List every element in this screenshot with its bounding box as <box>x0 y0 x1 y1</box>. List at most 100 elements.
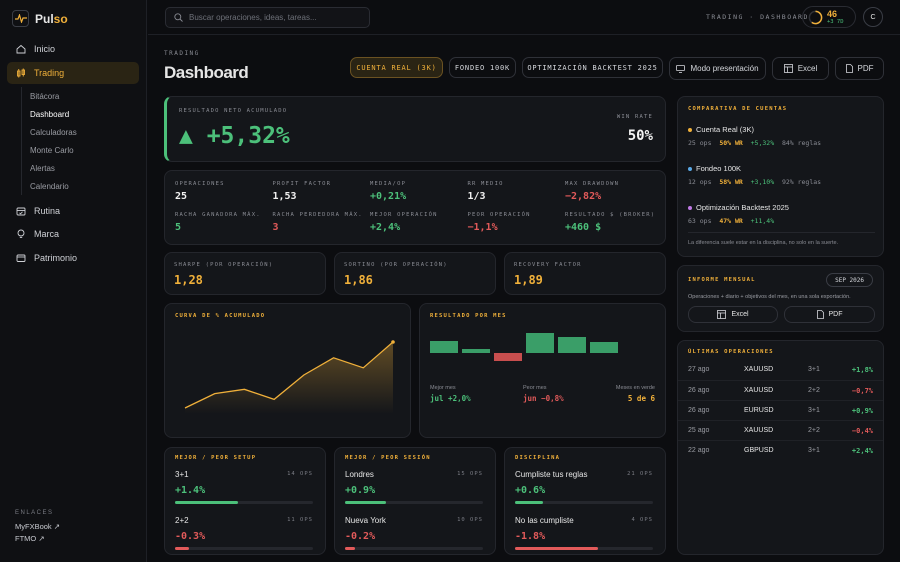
worst-row: Nueva York 10 OPS -0.2% <box>345 516 483 550</box>
monitor-icon <box>676 64 686 73</box>
account-winrate: 50% WR <box>719 139 743 147</box>
month-bar <box>558 337 586 353</box>
op-pair: XAUUSD <box>744 427 774 434</box>
tab-optimizacion[interactable]: OPTIMIZACIÓN BACKTEST 2025 <box>522 57 663 78</box>
stat-item: RACHA PERDEDORA MÁX. 3 <box>273 212 368 233</box>
recovery-value: 1,89 <box>514 273 543 287</box>
nav-rutina[interactable]: Rutina <box>7 200 139 222</box>
operation-row[interactable]: 22 ago GBPUSD 3+1 +2,4% <box>678 440 883 460</box>
stat-item: MEDIA/OP +0,21% <box>370 181 465 202</box>
op-result: −0,7% <box>851 387 873 395</box>
account-rules: 92% reglas <box>781 178 822 186</box>
table-icon <box>717 310 727 319</box>
stat-item: MAX DRAWDOWN −2,82% <box>565 181 660 202</box>
best-row: Cumpliste tus reglas 21 OPS +0.6% <box>515 470 653 504</box>
best-bar <box>345 501 483 504</box>
subnav-monte-carlo[interactable]: Monte Carlo <box>30 145 74 155</box>
page-kicker: TRADING <box>164 50 200 57</box>
search-input[interactable]: Buscar operaciones, ideas, tareas... <box>165 7 370 28</box>
operation-row[interactable]: 27 ago XAUUSD 3+1 +1,8% <box>678 360 883 380</box>
streak-value: 46 <box>827 8 838 19</box>
stat-label: RACHA PERDEDORA MÁX. <box>272 212 363 218</box>
nav-inicio[interactable]: Inicio <box>7 38 139 60</box>
pdf-button[interactable]: PDF <box>835 57 884 80</box>
nav-trading[interactable]: Trading <box>7 62 139 84</box>
tab-fondeo[interactable]: FONDEO 100K <box>449 57 516 78</box>
sidebar: Pulso Inicio Trading Bitácora Dashboard … <box>0 0 147 562</box>
sortino-value: 1,86 <box>344 273 373 287</box>
discipline-card: DISCIPLINA Cumpliste tus reglas 21 OPS +… <box>504 447 666 555</box>
streak-badge[interactable]: 46 +3 7D <box>802 6 856 28</box>
stat-value: 5 <box>175 222 182 233</box>
report-month-selector[interactable]: SEP 2026 <box>826 273 873 287</box>
month-bar <box>526 333 554 353</box>
session-title: MEJOR / PEOR SESIÓN <box>345 455 431 461</box>
stat-item: RESULTADO $ (BROKER) +460 $ <box>565 212 660 233</box>
operation-row[interactable]: 26 ago EURUSD 3+1 +0,9% <box>678 400 883 420</box>
logo[interactable]: Pulso <box>12 10 68 27</box>
worst-name: 2+2 <box>175 516 189 525</box>
recovery-label: RECOVERY FACTOR <box>514 262 582 268</box>
account-summary[interactable]: Fondeo 100K 12 ops 58% WR +3,10% 92% reg… <box>688 164 821 186</box>
op-result: −0,4% <box>851 427 873 435</box>
best-ops: 21 OPS <box>627 471 653 477</box>
subnav-calculadoras[interactable]: Calculadoras <box>30 127 77 137</box>
nav-marca[interactable]: Marca <box>7 223 139 245</box>
search-placeholder: Buscar operaciones, ideas, tareas... <box>189 13 317 22</box>
account-name: Optimización Backtest 2025 <box>696 203 789 212</box>
excel-button[interactable]: Excel <box>772 57 829 80</box>
worst-name: Nueva York <box>345 516 386 525</box>
subnav-dashboard[interactable]: Dashboard <box>30 109 70 119</box>
document-icon <box>845 64 853 73</box>
account-summary[interactable]: Cuenta Real (3K) 25 ops 50% WR +5,32% 84… <box>688 125 821 147</box>
link-myfxbook[interactable]: MyFXBook ↗ <box>15 522 61 531</box>
calendar-icon <box>16 207 26 216</box>
account-summary[interactable]: Optimización Backtest 2025 63 ops 47% WR… <box>688 203 789 225</box>
table-icon <box>783 64 793 73</box>
account-return: +5,32% <box>750 139 775 147</box>
worst-bar-fill <box>515 547 598 550</box>
account-winrate: 47% WR <box>719 217 743 225</box>
sortino-label: SORTINO (POR OPERACIÓN) <box>344 262 448 268</box>
best-bar <box>175 501 313 504</box>
worst-ops: 10 OPS <box>457 517 483 523</box>
stat-value: +2,4% <box>370 222 401 233</box>
stat-label: RACHA GANADORA MÁX. <box>175 212 261 218</box>
presentation-mode-button[interactable]: Modo presentación <box>669 57 766 80</box>
worst-row: 2+2 11 OPS -0.3% <box>175 516 313 550</box>
nav-marca-label: Marca <box>34 229 60 239</box>
stat-label: PEOR OPERACIÓN <box>467 212 531 218</box>
op-pair: GBPUSD <box>744 447 774 454</box>
best-name: Cumpliste tus reglas <box>515 470 588 479</box>
report-excel-button[interactable]: Excel <box>688 306 778 323</box>
green-months-label: Meses en verde <box>615 385 655 391</box>
net-result-label: RESULTADO NETO ACUMULADO <box>179 108 288 114</box>
report-description: Operaciones + diario + objetivos del mes… <box>688 294 851 300</box>
report-pdf-button[interactable]: PDF <box>784 306 875 323</box>
home-icon <box>16 44 26 54</box>
stat-value: 1/3 <box>467 191 486 202</box>
stat-label: PROFIT FACTOR <box>272 181 332 187</box>
subnav-alertas[interactable]: Alertas <box>30 163 55 173</box>
tab-cuenta-real[interactable]: CUENTA REAL (3K) <box>350 57 443 78</box>
compare-title: COMPARATIVA DE CUENTAS <box>688 106 788 112</box>
worst-month-value: jun −0,8% <box>523 394 564 403</box>
link-ftmo[interactable]: FTMO ↗ <box>15 534 45 543</box>
month-bar <box>430 341 458 353</box>
op-pair: EURUSD <box>744 407 774 414</box>
links-heading: ENLACES <box>15 510 54 516</box>
stat-value: 1,53 <box>272 191 297 202</box>
op-result: +2,4% <box>851 447 873 455</box>
avatar[interactable]: C <box>863 7 883 27</box>
operation-row[interactable]: 25 ago XAUUSD 2+2 −0,4% <box>678 420 883 440</box>
subnav-bitacora[interactable]: Bitácora <box>30 91 60 101</box>
stat-value: +460 $ <box>565 222 602 233</box>
stat-item: PEOR OPERACIÓN −1,1% <box>468 212 563 233</box>
cumulative-curve-chart <box>184 340 395 414</box>
best-bar-fill <box>345 501 387 504</box>
subnav-calendario[interactable]: Calendario <box>30 181 69 191</box>
nav-patrimonio[interactable]: Patrimonio <box>7 247 139 269</box>
operation-row[interactable]: 26 ago XAUUSD 2+2 −0,7% <box>678 380 883 400</box>
report-excel-label: Excel <box>731 311 749 318</box>
last-operations-card: ÚLTIMAS OPERACIONES 27 ago XAUUSD 3+1 +1… <box>677 340 884 555</box>
